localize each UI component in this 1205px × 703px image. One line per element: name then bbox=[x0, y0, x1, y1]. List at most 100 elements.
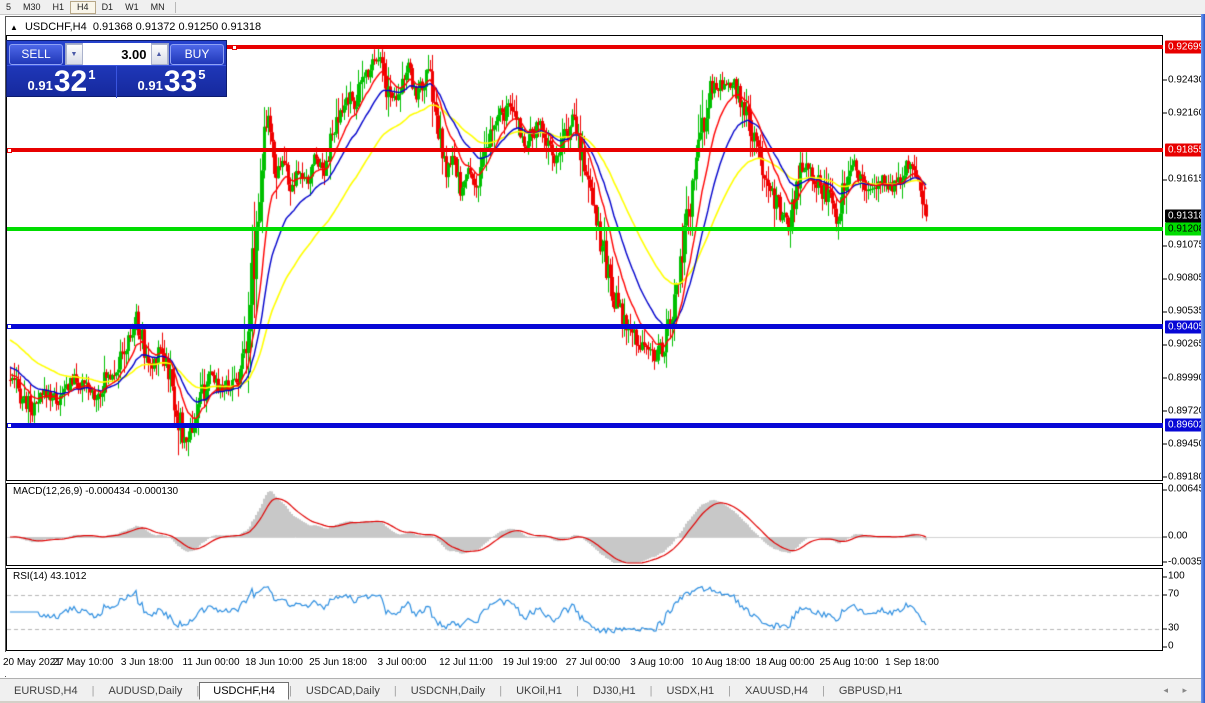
chart-ohlc-values: 0.91368 0.91372 0.91250 0.91318 bbox=[92, 21, 262, 33]
horizontal-level-line[interactable] bbox=[7, 45, 1163, 49]
timeframe-toolbar: 5 M30 H1 H4 D1 W1 MN bbox=[0, 0, 1205, 15]
price-tick-label: 0.91075 bbox=[1163, 240, 1204, 251]
tab-separator: | bbox=[728, 684, 732, 697]
symbol-tab-gbpusd[interactable]: GBPUSD,H1 bbox=[838, 684, 903, 697]
timeframe-button-5[interactable]: 5 bbox=[6, 1, 12, 12]
horizontal-level-line[interactable] bbox=[7, 324, 1163, 330]
macd-panel[interactable]: MACD(12,26,9) -0.000434 -0.000130 bbox=[6, 483, 1163, 566]
level-price-badge: 0.89602 bbox=[1165, 418, 1205, 432]
horizontal-level-line[interactable] bbox=[7, 422, 1163, 428]
macd-axis-label: 0.006451 bbox=[1163, 484, 1205, 495]
price-tick-label: 0.89180 bbox=[1163, 471, 1204, 482]
symbol-tab-usdcnh[interactable]: USDCNH,Daily bbox=[410, 684, 486, 697]
symbol-tab-usdx[interactable]: USDX,H1 bbox=[666, 684, 715, 697]
tab-separator: | bbox=[499, 684, 503, 697]
symbol-tab-ukoil[interactable]: UKOil,H1 bbox=[516, 684, 562, 697]
buy-price-display[interactable]: 0.91 33 5 bbox=[116, 65, 226, 98]
price-tick-label: 0.90535 bbox=[1163, 306, 1204, 317]
macd-label: MACD(12,26,9) -0.000434 -0.000130 bbox=[13, 486, 179, 497]
level-line-handle[interactable] bbox=[7, 147, 12, 153]
time-axis-label: 18 Aug 00:00 bbox=[755, 657, 815, 668]
price-tick-label: 0.89450 bbox=[1163, 438, 1204, 449]
level-line-handle[interactable] bbox=[7, 422, 12, 428]
time-axis-label: 27 Jul 00:00 bbox=[565, 657, 621, 668]
buy-button[interactable]: BUY bbox=[170, 43, 224, 65]
tab-separator: | bbox=[575, 684, 579, 697]
symbol-tab-xauusd[interactable]: XAUUSD,H4 bbox=[745, 684, 808, 697]
time-axis-label: 20 May 2021 bbox=[3, 657, 61, 668]
tab-separator: | bbox=[393, 684, 397, 697]
window-bottom-edge bbox=[0, 701, 1205, 703]
time-axis[interactable]: 20 May 2021 27 May 10:00 3 Jun 18:00 11 Jun… bbox=[0, 652, 1163, 676]
rsi-axis-label: 100 bbox=[1163, 571, 1185, 582]
rsi-axis-label: 30 bbox=[1163, 623, 1179, 634]
rsi-canvas bbox=[7, 569, 1162, 650]
time-axis-label: 3 Jun 18:00 bbox=[120, 657, 174, 668]
price-tick-label: 0.89990 bbox=[1163, 372, 1204, 383]
sell-price-small: 0.91 bbox=[27, 78, 53, 93]
buy-price-small: 0.91 bbox=[137, 78, 163, 93]
time-axis-label: 18 Jun 10:00 bbox=[245, 657, 303, 668]
buy-price-sup: 5 bbox=[198, 67, 206, 82]
time-axis-label: 3 Aug 10:00 bbox=[630, 657, 684, 668]
macd-canvas bbox=[7, 484, 1162, 565]
price-tick-label: 0.90805 bbox=[1163, 273, 1204, 284]
current-price-badge: 0.91318 bbox=[1165, 209, 1205, 223]
timeframe-button-m30[interactable]: M30 bbox=[23, 1, 41, 12]
tab-separator: | bbox=[289, 684, 292, 697]
timeframe-button-mn[interactable]: MN bbox=[150, 1, 165, 12]
tab-separator: | bbox=[196, 684, 200, 697]
price-axis[interactable]: 0.92430 0.92160 0.91615 0.91075 0.90805 0.905… bbox=[1163, 35, 1205, 652]
level-line-handle[interactable] bbox=[232, 44, 237, 50]
price-tick-label: 0.90265 bbox=[1163, 339, 1204, 350]
tab-separator: | bbox=[91, 684, 95, 697]
sell-price-big: 32 bbox=[53, 65, 88, 98]
macd-axis-label: -0.003501 bbox=[1163, 556, 1205, 567]
rsi-panel[interactable]: RSI(14) 43.1012 bbox=[6, 568, 1163, 651]
toolbar-separator bbox=[174, 1, 176, 13]
time-axis-label: 27 May 10:00 bbox=[52, 657, 114, 668]
timeframe-button-h1[interactable]: H1 bbox=[52, 1, 65, 12]
timeframe-button-h4[interactable]: H4 bbox=[70, 0, 96, 14]
tab-separator: | bbox=[649, 684, 653, 697]
time-axis-label: 1 Sep 18:00 bbox=[885, 657, 939, 668]
timeframe-button-d1[interactable]: D1 bbox=[101, 1, 114, 12]
level-price-badge: 0.91855 bbox=[1165, 143, 1205, 157]
time-axis-label: 3 Jul 00:00 bbox=[377, 657, 427, 668]
volume-increase-button[interactable]: ▲ bbox=[150, 43, 168, 65]
time-axis-label: 19 Jul 19:00 bbox=[502, 657, 558, 668]
level-price-badge: 0.90405 bbox=[1165, 320, 1205, 334]
symbol-tab-eurusd[interactable]: EURUSD,H4 bbox=[14, 684, 78, 697]
chart-symbol-label: USDCHF,H4 bbox=[24, 21, 87, 33]
symbol-tab-dj30[interactable]: DJ30,H1 bbox=[592, 684, 636, 697]
one-click-trade-panel: SELL ▼ ▲ BUY 0.91 32 1 0.91 33 5 bbox=[6, 40, 227, 98]
symbol-tab-usdchf[interactable]: USDCHF,H4 bbox=[199, 681, 289, 700]
rsi-label: RSI(14) 43.1012 bbox=[13, 571, 87, 582]
time-axis-label: 25 Jun 18:00 bbox=[309, 657, 367, 668]
level-line-handle[interactable] bbox=[7, 324, 12, 330]
macd-axis-label: 0.00 bbox=[1163, 531, 1187, 542]
volume-decrease-button[interactable]: ▼ bbox=[65, 43, 83, 65]
sell-button[interactable]: SELL bbox=[9, 43, 63, 65]
volume-input[interactable] bbox=[82, 42, 151, 66]
tab-scroll-arrows[interactable]: ◂ ▸ bbox=[1163, 685, 1193, 695]
sell-price-display[interactable]: 0.91 32 1 bbox=[7, 65, 116, 98]
candlestick-canvas[interactable] bbox=[7, 36, 1162, 480]
volume-stepper: ▼ ▲ bbox=[64, 42, 169, 66]
level-price-badge: 0.92699 bbox=[1165, 40, 1205, 54]
symbol-tabs-bar: EURUSD,H4 | AUDUSD,Daily | USDCHF,H4 | USDCAD,… bbox=[0, 678, 1205, 702]
main-chart-area[interactable] bbox=[6, 35, 1163, 481]
level-price-badge: 0.91208 bbox=[1165, 222, 1205, 236]
horizontal-level-line[interactable] bbox=[7, 226, 1163, 231]
price-tick-label: 0.91615 bbox=[1163, 174, 1204, 185]
collapse-triangle-icon[interactable]: ▲ bbox=[10, 23, 18, 32]
time-axis-label: 10 Aug 18:00 bbox=[691, 657, 751, 668]
chart-title: ▲ USDCHF,H4 0.91368 0.91372 0.91250 0.91… bbox=[10, 21, 261, 33]
symbol-tab-audusd[interactable]: AUDUSD,Daily bbox=[108, 684, 183, 697]
horizontal-level-line[interactable] bbox=[7, 148, 1163, 152]
window-right-edge bbox=[1201, 14, 1205, 703]
rsi-axis-label: 70 bbox=[1163, 589, 1179, 600]
symbol-tab-usdcad[interactable]: USDCAD,Daily bbox=[305, 684, 380, 697]
timeframe-button-w1[interactable]: W1 bbox=[125, 1, 139, 12]
